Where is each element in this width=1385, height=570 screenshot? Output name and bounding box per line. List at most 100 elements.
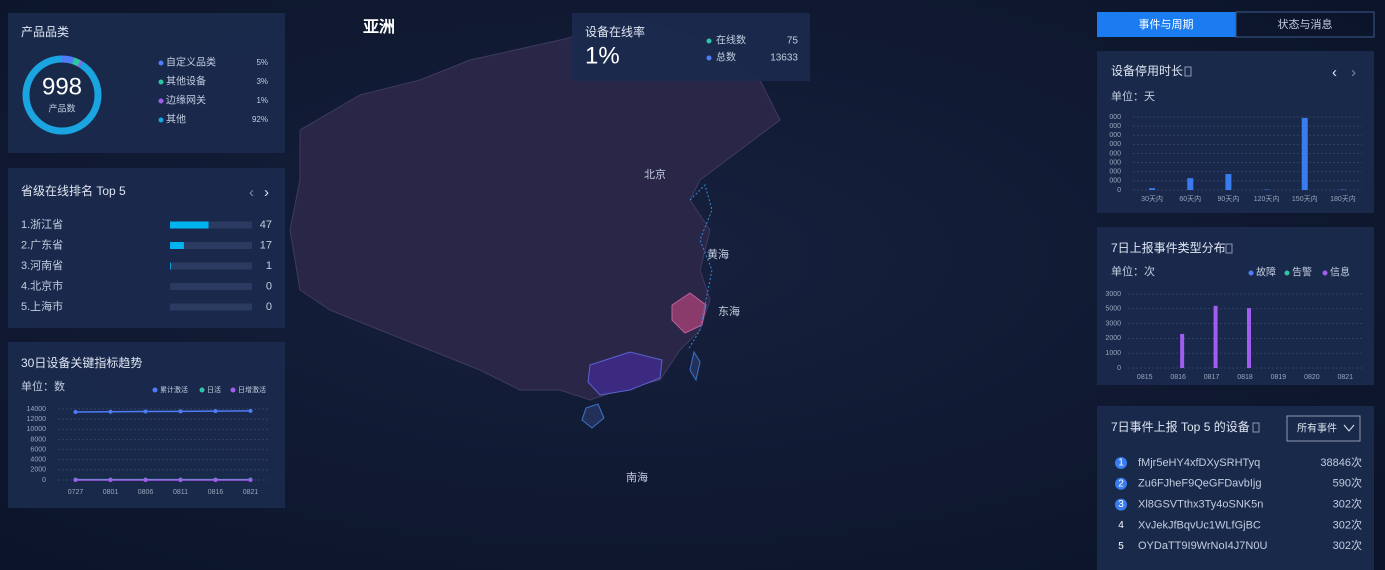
legend-value: 75	[787, 36, 799, 47]
tab[interactable]	[1235, 11, 1375, 38]
legend-dot	[158, 98, 164, 104]
legend-dot	[199, 387, 205, 393]
point	[73, 410, 78, 415]
point	[143, 409, 148, 414]
bar	[1301, 117, 1308, 190]
rank-label: 5.上海市	[21, 299, 63, 313]
panel-title: 7日事件上报 Top 5 的设备	[1111, 419, 1250, 434]
x-tick-label: 0806	[138, 489, 154, 496]
dropdown[interactable]	[1286, 415, 1361, 442]
legend-value: 1%	[256, 96, 268, 105]
dropdown-caret	[1343, 424, 1355, 432]
y-tick-label: 6000	[30, 446, 46, 453]
doc-icon	[1184, 66, 1192, 77]
legend-value: 3%	[256, 77, 268, 86]
x-tick-label: 0821	[243, 489, 259, 496]
y-tick-label: 5000	[1105, 306, 1121, 313]
next-arrow[interactable]: ›	[1351, 64, 1356, 81]
legend-label: 日活	[207, 385, 221, 394]
point	[178, 477, 183, 482]
map-label: 北京	[644, 167, 666, 181]
point	[73, 477, 78, 482]
device-name: fMjr5eHY4xfDXySRHTyq	[1138, 457, 1260, 469]
x-tick-label: 0819	[1271, 374, 1287, 381]
panel-title: 产品品类	[21, 25, 69, 39]
x-tick-label: 0816	[1170, 374, 1186, 381]
y-tick-label: 10000	[27, 426, 47, 433]
legend-dot	[1248, 270, 1254, 276]
y-tick-label: 0	[42, 477, 46, 484]
bar	[170, 242, 184, 249]
rank-label: 2.广东省	[21, 238, 63, 251]
dropdown-label[interactable]: 所有事件	[1297, 422, 1337, 435]
legend-value: 5%	[256, 58, 268, 67]
point	[213, 477, 218, 482]
bar	[1213, 305, 1218, 368]
point	[248, 477, 253, 482]
point	[108, 409, 113, 414]
bar-value: 0	[266, 301, 272, 313]
x-tick-label: 0815	[1137, 374, 1153, 381]
legend-dot	[158, 60, 164, 66]
x-tick-label: 120天内	[1254, 194, 1280, 203]
rank: 2	[1118, 478, 1124, 489]
bar-value: 17	[260, 239, 272, 251]
legend-dot	[1284, 270, 1290, 276]
x-tick-label: 0727	[68, 489, 84, 496]
prev-arrow[interactable]: ‹	[249, 184, 254, 201]
next-arrow[interactable]: ›	[264, 184, 269, 201]
bar-track	[170, 221, 252, 229]
legend-value: 13633	[770, 53, 798, 64]
event-count: 302次	[1333, 497, 1362, 511]
online-rate: 1%	[585, 42, 620, 69]
legend-dot	[158, 79, 164, 85]
rank-badge	[1115, 477, 1127, 490]
panel-title: 省级在线排名 Top 5	[21, 183, 126, 198]
donut-segment	[22, 55, 102, 135]
y-tick-label: 1000	[1105, 350, 1121, 357]
rank: 5	[1118, 541, 1124, 552]
unit: 单位：次	[1111, 264, 1155, 278]
bar-track	[170, 283, 252, 290]
y-tick-label: 8000	[30, 436, 46, 443]
prev-arrow[interactable]: ‹	[1332, 64, 1337, 81]
device-name: XvJekJfBqvUc1WLfGjBC	[1138, 519, 1261, 531]
point	[178, 409, 183, 414]
y-tick-label: 000	[1109, 169, 1121, 176]
y-tick-label: 2000	[30, 467, 46, 474]
event-count: 302次	[1333, 517, 1362, 531]
legend-label: 累计激活	[160, 385, 188, 394]
y-tick-label: 12000	[27, 416, 47, 423]
point	[248, 408, 253, 413]
legend-label: 信息	[1330, 266, 1350, 279]
x-tick-label: 60天内	[1179, 194, 1201, 203]
y-tick-label: 000	[1109, 159, 1121, 166]
x-tick-label: 150天内	[1292, 194, 1318, 203]
legend-value: 92%	[252, 115, 268, 124]
y-tick-label: 000	[1109, 123, 1121, 130]
device-name: Zu6FJheF9QeGFDavbIjg	[1138, 478, 1262, 490]
bar-value: 0	[266, 280, 272, 292]
y-tick-label: 000	[1109, 150, 1121, 157]
x-tick-label: 90天内	[1218, 194, 1240, 203]
tab-active[interactable]	[1097, 12, 1236, 37]
legend-dot	[158, 117, 164, 123]
map-label: 东海	[718, 304, 740, 318]
rank-label: 4.北京市	[21, 278, 63, 292]
point	[213, 409, 218, 414]
x-tick-label: 0818	[1237, 374, 1253, 381]
device-name: OYDaTT9I9WrNoI4J7N0U	[1138, 540, 1267, 552]
x-tick-label: 0816	[208, 489, 224, 496]
event-count: 38846次	[1320, 455, 1362, 469]
tab-label[interactable]: 状态与消息	[1278, 17, 1333, 31]
bar-track	[170, 303, 252, 311]
tab-label[interactable]: 事件与周期	[1139, 18, 1194, 31]
y-tick-label: 0	[1117, 365, 1121, 372]
x-tick-label: 0817	[1204, 374, 1220, 381]
rank-badge	[1115, 457, 1127, 469]
panel	[1097, 227, 1374, 385]
y-tick-label: 0	[1117, 187, 1121, 194]
bar-track	[170, 262, 252, 270]
event-count: 302次	[1333, 538, 1362, 552]
legend-dot	[1322, 270, 1328, 276]
